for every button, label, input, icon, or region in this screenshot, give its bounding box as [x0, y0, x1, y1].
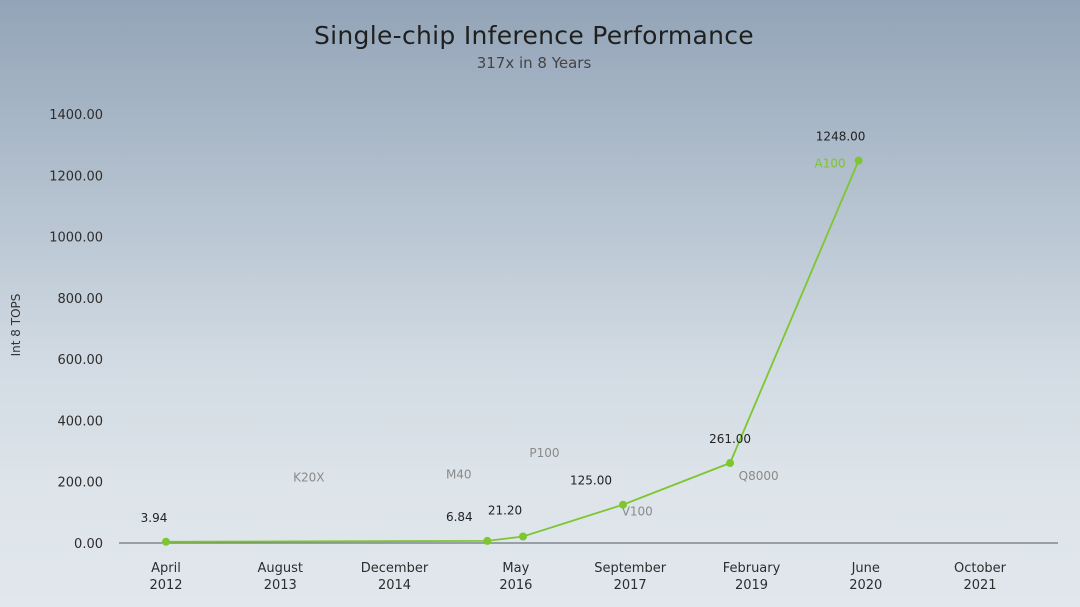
- chart-subtitle: 317x in 8 Years: [476, 54, 592, 72]
- x-tick-label: February 2019: [723, 561, 781, 593]
- x-tick-year: 2017: [614, 578, 647, 593]
- data-point: [854, 156, 863, 165]
- x-tick-year: 2019: [735, 578, 768, 593]
- data-label: 125.00: [570, 474, 612, 488]
- x-tick-year: 2012: [149, 578, 182, 593]
- x-tick-month: June: [851, 561, 880, 576]
- x-tick-month: October: [954, 561, 1007, 576]
- x-tick-month: December: [361, 561, 429, 576]
- x-tick-year: 2021: [963, 578, 996, 593]
- x-tick-month: April: [151, 561, 181, 576]
- y-tick-label: 400.00: [58, 414, 104, 429]
- x-tick-label: September 2017: [594, 561, 667, 593]
- data-label: 6.84: [446, 510, 473, 524]
- data-label: 3.94: [141, 511, 168, 525]
- x-tick-label: October 2021: [954, 561, 1007, 593]
- y-tick-label: 1400.00: [49, 108, 103, 123]
- y-tick-label: 1200.00: [49, 169, 103, 184]
- data-point: [726, 459, 735, 468]
- chip-annotations: K20X M40 P100 V100 Q8000 A100: [293, 157, 845, 519]
- x-tick-label: December 2014: [361, 561, 429, 593]
- x-tick-year: 2013: [264, 578, 297, 593]
- x-tick-month: February: [723, 561, 781, 576]
- data-label: 261.00: [709, 432, 751, 446]
- chip-label: V100: [622, 504, 653, 518]
- data-point: [618, 500, 627, 509]
- y-tick-label: 0.00: [74, 537, 103, 552]
- chart-title: Single-chip Inference Performance: [314, 21, 754, 50]
- x-tick-label: April 2012: [149, 561, 182, 593]
- data-label: 1248.00: [816, 130, 866, 144]
- data-label: 21.20: [488, 504, 522, 518]
- y-tick-label: 1000.00: [49, 231, 103, 246]
- x-tick-year: 2020: [849, 578, 882, 593]
- chip-label: A100: [814, 157, 845, 171]
- y-tick-label: 600.00: [58, 353, 104, 368]
- x-tick-year: 2014: [378, 578, 411, 593]
- y-axis-ticks: 0.00 200.00 400.00 600.00 800.00 1000.00 1200.…: [49, 108, 103, 552]
- x-tick-year: 2016: [499, 578, 532, 593]
- x-tick-label: May 2016: [499, 561, 532, 593]
- data-points: [162, 156, 863, 546]
- x-tick-month: May: [502, 561, 529, 576]
- x-tick-label: June 2020: [849, 561, 882, 593]
- series-line: [165, 160, 860, 543]
- chip-label: P100: [529, 446, 559, 460]
- y-tick-label: 200.00: [58, 476, 104, 491]
- data-point: [519, 532, 528, 541]
- chip-label: M40: [446, 468, 472, 482]
- y-tick-label: 800.00: [58, 292, 104, 307]
- x-tick-label: August 2013: [257, 561, 303, 593]
- x-axis-ticks: April 2012 August 2013 December 2014 May 2016 Se…: [149, 561, 1006, 593]
- x-tick-month: August: [257, 561, 303, 576]
- data-point: [162, 537, 170, 546]
- data-labels: 3.94 6.84 21.20 125.00 261.00 1248.00: [141, 130, 866, 525]
- chip-label: Q8000: [739, 469, 779, 483]
- chip-label: K20X: [293, 471, 324, 485]
- x-tick-month: September: [594, 561, 667, 576]
- data-point: [483, 536, 492, 545]
